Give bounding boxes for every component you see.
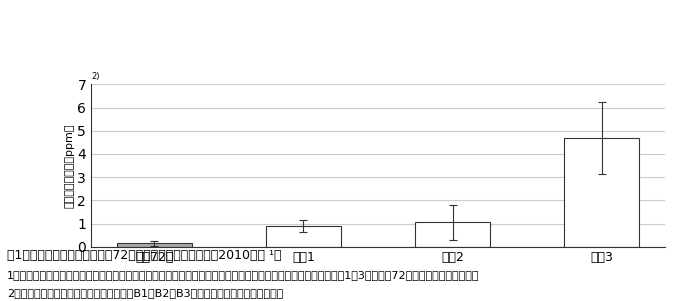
Bar (415, 222, 490, 247)
Bar (564, 138, 639, 247)
Text: 図1　東北地域における「北亠72号」の赤かび病毒素濃度（2010年） ¹）: 図1 東北地域における「北亠72号」の赤かび病毒素濃度（2010年） ¹） (7, 249, 281, 262)
Text: 2）　赤かび病が産生する毒素フモニシンB1、B2、B3のホールクロップ中の合計濃度: 2） 赤かび病が産生する毒素フモニシンB1、B2、B3のホールクロップ中の合計濃… (7, 288, 284, 298)
Bar (266, 226, 341, 247)
Y-axis label: フモニシン濃度（ppm）: フモニシン濃度（ppm） (64, 123, 74, 208)
Text: 1）　東北地域ネットワーク試験による青森、岐手、秋田、宮城および山形の５県での調査データの平均．　品礰1～3は「北亠72号」と同熟期の外国品種: 1） 東北地域ネットワーク試験による青森、岐手、秋田、宮城および山形の５県での調… (7, 270, 480, 280)
Bar (117, 243, 192, 247)
Text: 2): 2) (91, 72, 99, 81)
